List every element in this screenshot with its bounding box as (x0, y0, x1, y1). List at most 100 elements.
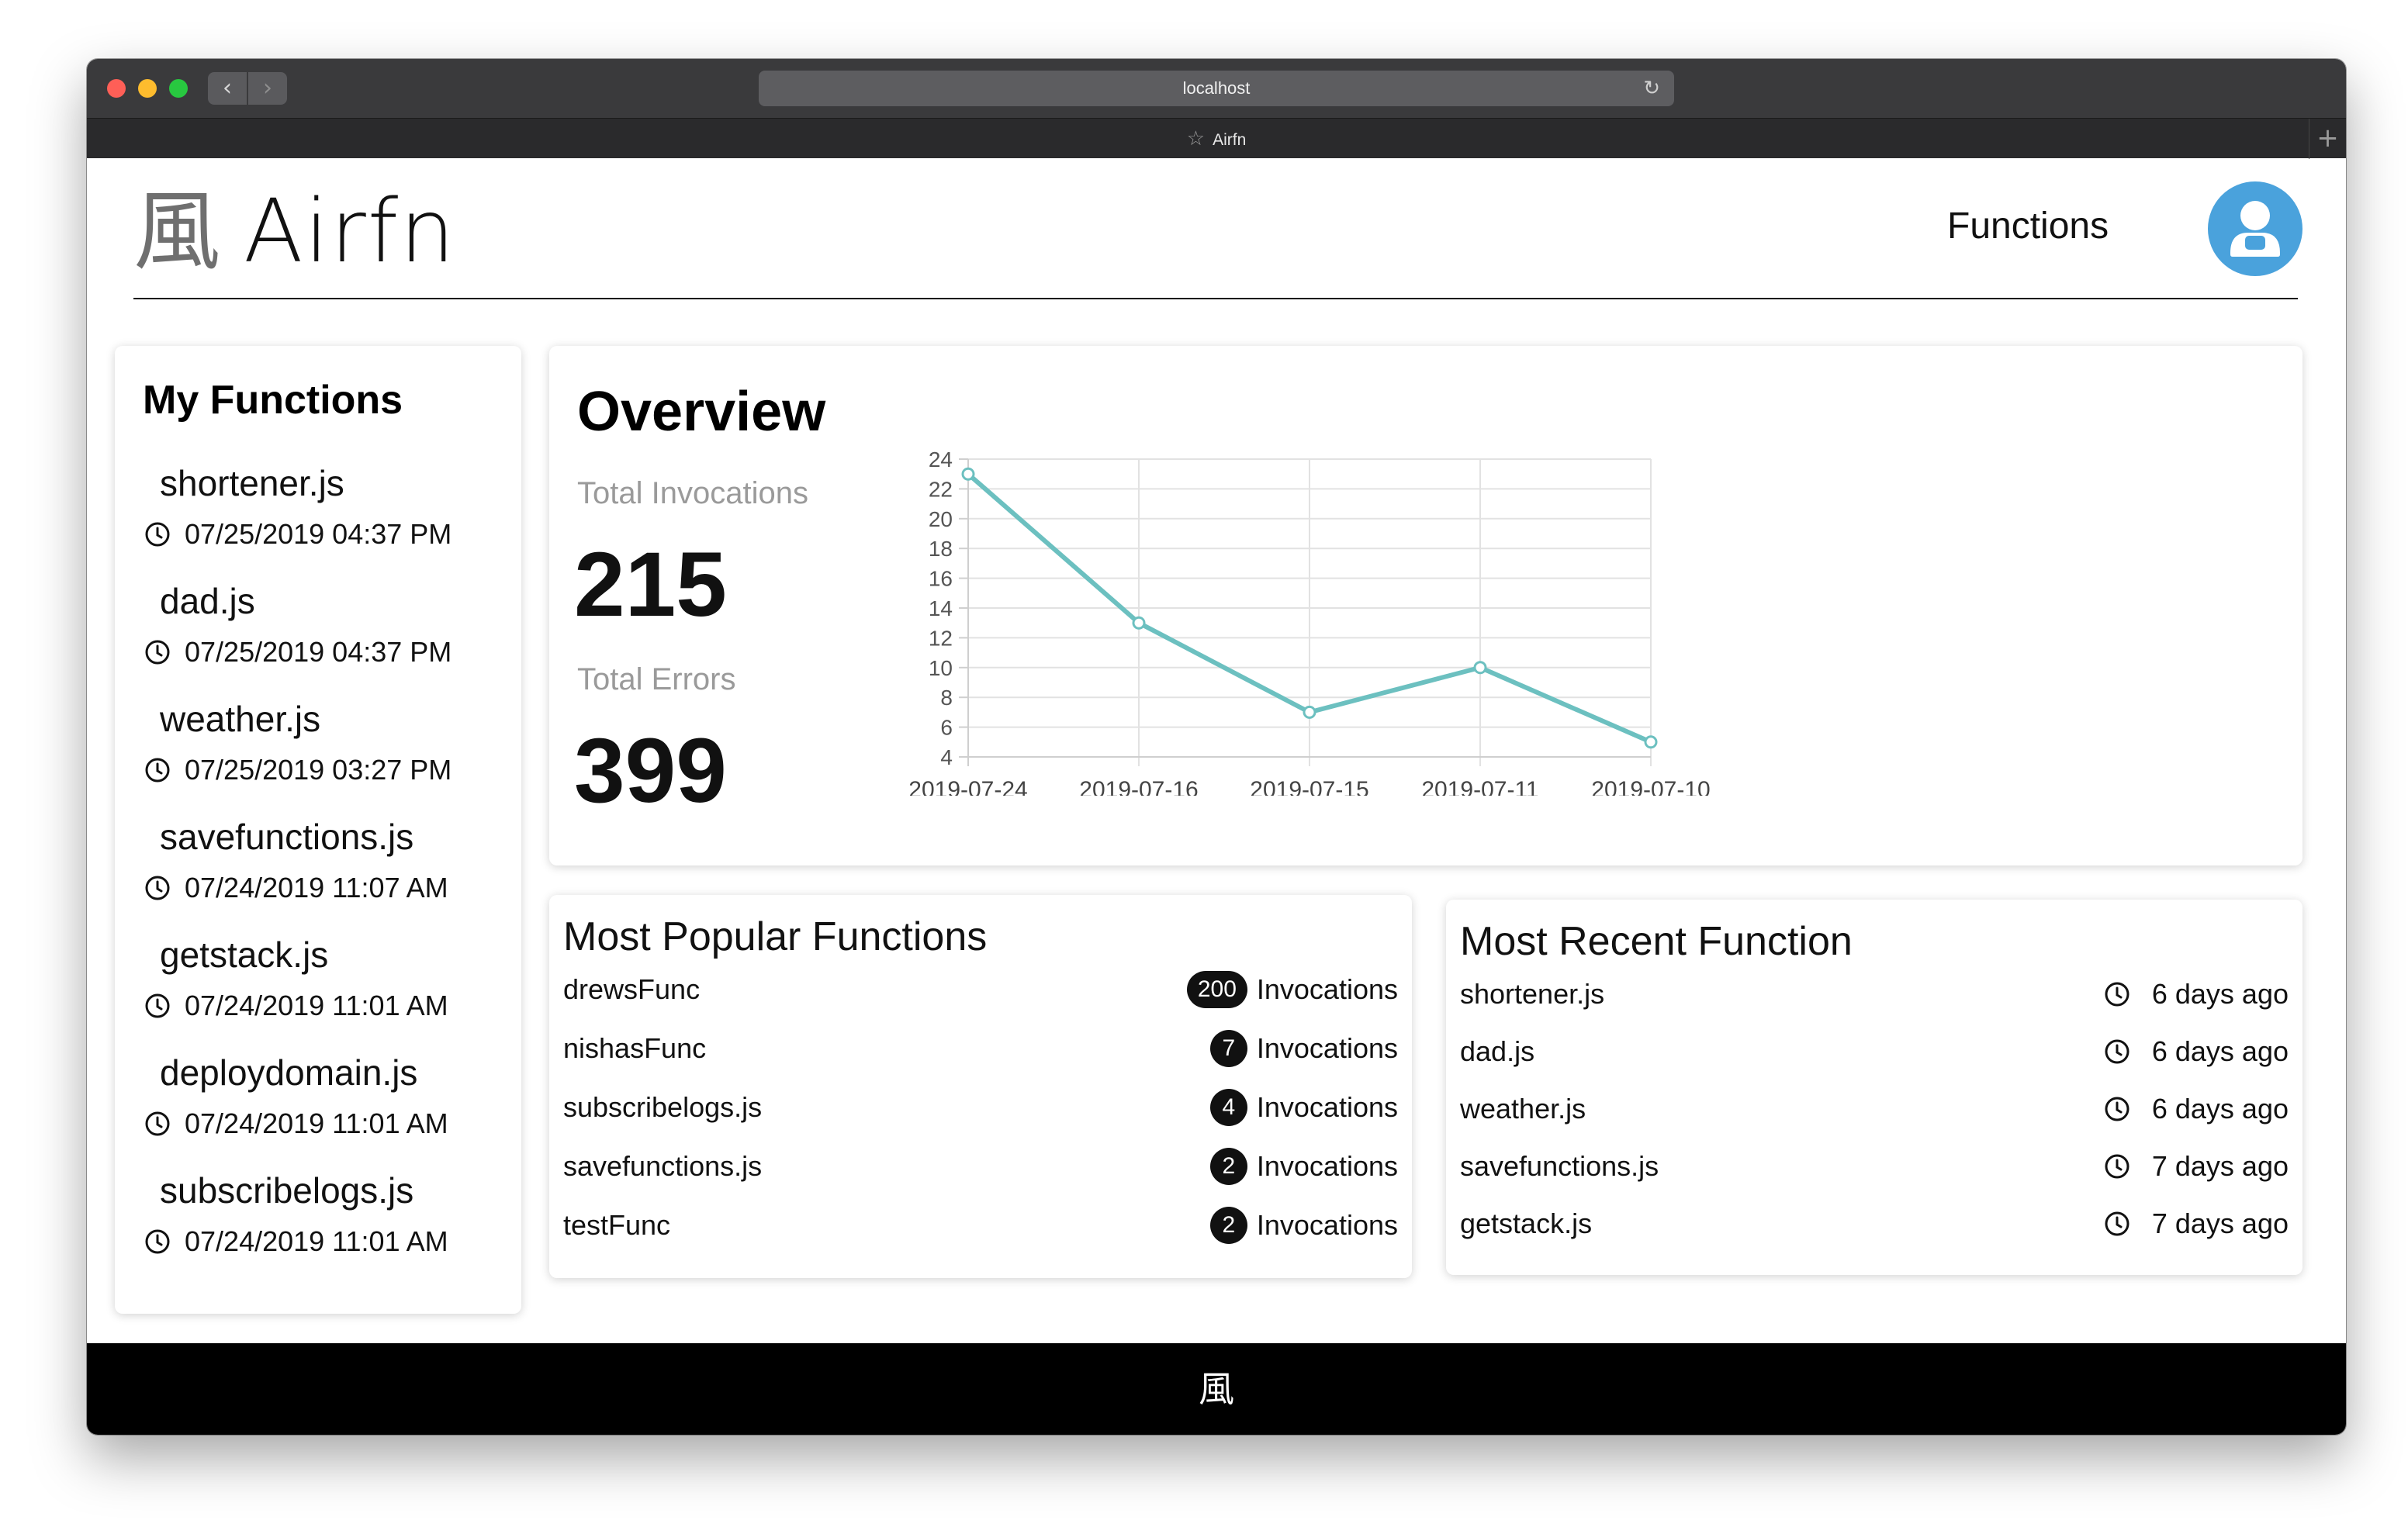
x-tick-label: 2019-07-11 (1421, 777, 1538, 796)
clock-icon (2105, 1211, 2129, 1236)
popular-function-row[interactable]: drewsFunc 200 Invocations (563, 966, 1398, 1013)
browser-tabbar: ☆ Airfn + (87, 118, 2346, 159)
active-tab[interactable]: ☆ Airfn (87, 119, 2346, 159)
function-timestamp: 07/24/2019 11:07 AM (144, 872, 448, 904)
function-name[interactable]: subscribelogs.js (160, 1170, 414, 1211)
back-button[interactable]: ‹ (208, 72, 247, 105)
logo-text: Airfn (244, 181, 457, 282)
recent-function-age: 6 days ago (2104, 978, 2289, 1011)
invocation-count: 2 Invocations (1209, 1207, 1398, 1244)
function-list-item[interactable]: savefunctions.js 07/24/2019 11:07 AM (145, 816, 448, 904)
data-point (1644, 735, 1658, 749)
most-recent-card: Most Recent Function shortener.js 6 days … (1446, 900, 2302, 1275)
popular-function-row[interactable]: nishasFunc 7 Invocations (563, 1025, 1398, 1072)
popular-function-name[interactable]: subscribelogs.js (563, 1091, 763, 1123)
popular-function-name[interactable]: nishasFunc (563, 1032, 707, 1064)
invocation-unit: Invocations (1256, 1091, 1398, 1123)
popular-function-row[interactable]: subscribelogs.js 4 Invocations (563, 1084, 1398, 1131)
recent-function-age: 7 days ago (2104, 1150, 2289, 1183)
plus-icon: + (2316, 123, 2339, 154)
function-name[interactable]: weather.js (160, 699, 321, 739)
function-list-item[interactable]: dad.js 07/25/2019 04:37 PM (145, 580, 452, 669)
avatar[interactable] (2208, 181, 2302, 276)
clock-icon (145, 522, 170, 547)
star-icon: ☆ (1186, 127, 1206, 150)
recent-function-row[interactable]: savefunctions.js 7 days ago (1460, 1143, 2289, 1190)
recent-function-name[interactable]: weather.js (1460, 1093, 1586, 1125)
function-list-item[interactable]: subscribelogs.js 07/24/2019 11:01 AM (145, 1170, 448, 1258)
function-name[interactable]: shortener.js (160, 463, 344, 503)
y-tick-label: 22 (929, 477, 953, 501)
reload-icon[interactable]: ↻ (1643, 77, 1660, 100)
data-point (1132, 616, 1146, 630)
total-invocations-value: 215 (574, 534, 727, 636)
my-functions-card: My Functions shortener.js 07/25/2019 04:3… (115, 346, 521, 1314)
browser-titlebar: ‹ › localhost ↻ (87, 59, 2346, 118)
recent-function-row[interactable]: weather.js 6 days ago (1460, 1086, 2289, 1132)
function-list-item[interactable]: deploydomain.js 07/24/2019 11:01 AM (145, 1052, 448, 1140)
y-tick-label: 12 (929, 626, 953, 650)
address-bar[interactable]: localhost ↻ (759, 71, 1674, 106)
forward-button[interactable]: › (248, 72, 287, 105)
total-errors-value: 399 (574, 720, 727, 822)
x-tick-label: 2019-07-16 (1079, 777, 1198, 796)
function-name[interactable]: getstack.js (160, 935, 329, 975)
zoom-window-button[interactable] (169, 79, 188, 98)
function-name[interactable]: savefunctions.js (160, 817, 414, 857)
minimize-window-button[interactable] (138, 79, 157, 98)
my-functions-title: My Functions (143, 378, 403, 423)
clock-icon (2105, 982, 2129, 1007)
invocation-count: 7 Invocations (1209, 1030, 1398, 1067)
invocation-count-badge: 4 (1209, 1089, 1247, 1126)
y-tick-label: 4 (940, 745, 953, 769)
popular-function-row[interactable]: savefunctions.js 2 Invocations (563, 1143, 1398, 1190)
popular-function-name[interactable]: testFunc (563, 1209, 671, 1241)
y-tick-label: 10 (929, 656, 953, 680)
function-list-item[interactable]: getstack.js 07/24/2019 11:01 AM (145, 934, 448, 1022)
logo-mark: 風 (133, 181, 220, 282)
y-tick-label: 20 (929, 507, 953, 531)
invocation-unit: Invocations (1256, 1032, 1398, 1064)
invocation-unit: Invocations (1256, 973, 1398, 1005)
recent-function-row[interactable]: dad.js 6 days ago (1460, 1028, 2289, 1075)
nav-functions-link[interactable]: Functions (1947, 206, 2109, 247)
clock-icon (145, 876, 170, 900)
recent-function-name[interactable]: getstack.js (1460, 1208, 1593, 1239)
popular-function-row[interactable]: testFunc 2 Invocations (563, 1202, 1398, 1249)
most-popular-title: Most Popular Functions (563, 914, 988, 959)
recent-function-row[interactable]: getstack.js 7 days ago (1460, 1201, 2289, 1247)
function-timestamp-text: 07/25/2019 04:37 PM (185, 518, 452, 550)
overview-card: Overview Total Invocations 215 Total Err… (549, 346, 2302, 865)
x-tick-label: 2019-07-24 (908, 777, 1027, 796)
popular-function-name[interactable]: drewsFunc (563, 973, 701, 1005)
function-list-item[interactable]: shortener.js 07/25/2019 04:37 PM (145, 462, 452, 551)
data-point (1473, 661, 1487, 675)
close-window-button[interactable] (107, 79, 126, 98)
function-list-item[interactable]: weather.js 07/25/2019 03:27 PM (145, 698, 452, 786)
logo[interactable]: 風 Airfn (133, 181, 456, 282)
recent-function-name[interactable]: savefunctions.js (1460, 1150, 1659, 1182)
function-timestamp-text: 07/25/2019 04:37 PM (185, 636, 452, 668)
recent-function-name[interactable]: dad.js (1460, 1035, 1535, 1067)
function-timestamp-text: 07/24/2019 11:07 AM (185, 872, 448, 903)
chevron-left-icon: ‹ (223, 74, 232, 102)
y-tick-label: 6 (940, 716, 953, 740)
user-icon (2230, 201, 2280, 257)
recent-function-row[interactable]: shortener.js 6 days ago (1460, 971, 2289, 1017)
function-timestamp: 07/25/2019 04:37 PM (144, 518, 452, 551)
invocation-unit: Invocations (1256, 1150, 1398, 1182)
function-name[interactable]: deploydomain.js (160, 1052, 418, 1093)
new-tab-button[interactable]: + (2309, 119, 2346, 159)
recent-function-name[interactable]: shortener.js (1460, 978, 1605, 1010)
total-errors-label: Total Errors (577, 662, 736, 696)
function-name[interactable]: dad.js (160, 581, 255, 621)
tab-title: Airfn (1213, 131, 1247, 149)
app-header: 風 Airfn Functions (133, 158, 2302, 299)
clock-icon (145, 758, 170, 783)
invocations-line-chart: 4 6 8 10 12 14 16 18 20 22 24 2019-07-24 2019-07-16 2… (908, 447, 1710, 796)
recent-function-age: 7 days ago (2104, 1208, 2289, 1240)
popular-function-name[interactable]: savefunctions.js (563, 1150, 763, 1182)
recent-function-age-text: 6 days ago (2151, 1093, 2289, 1125)
invocation-count-badge: 2 (1209, 1148, 1247, 1185)
x-tick-label: 2019-07-15 (1250, 777, 1368, 796)
